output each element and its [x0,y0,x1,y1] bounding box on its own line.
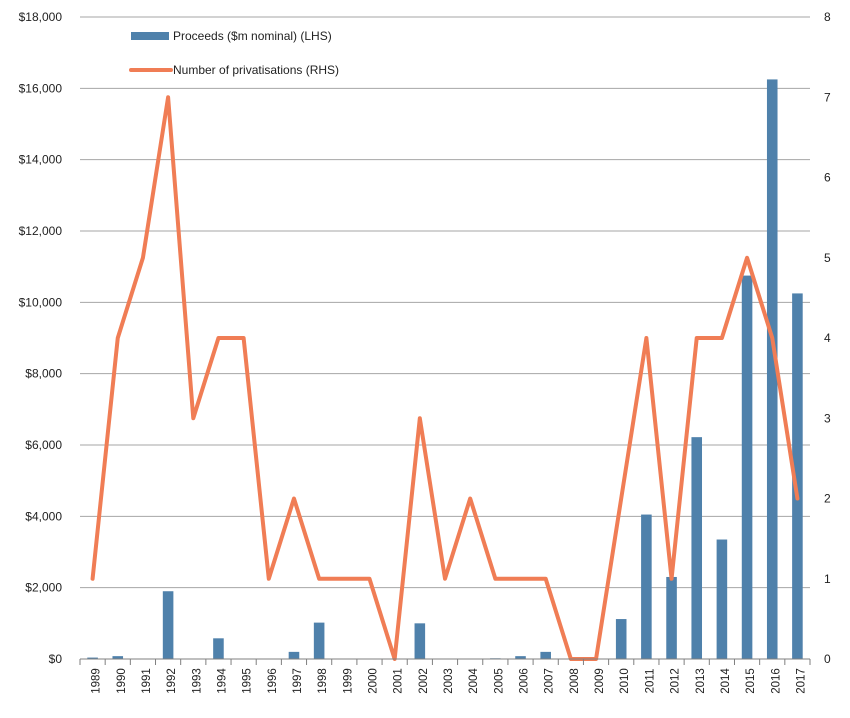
x-axis-tick-label: 2011 [644,669,656,694]
x-axis-tick-label: 1997 [292,668,304,694]
proceeds-bar [414,623,426,659]
proceeds-bar [792,293,803,659]
legend-label-bar: Proceeds ($m nominal) (LHS) [173,29,332,43]
proceeds-bar [766,79,778,659]
x-axis-tick-label: 1998 [317,668,329,694]
x-axis-tick-label: 2015 [745,668,757,694]
x-axis-tick-label: 2009 [594,668,606,694]
proceeds-bar [540,651,551,659]
proceeds-bar [213,638,224,659]
x-axis-tick-label: 1990 [116,668,128,694]
x-axis-tick-label: 1996 [267,668,279,694]
proceeds-bar [112,656,124,659]
right-axis-tick-label: 3 [824,411,831,425]
proceeds-bar [162,591,174,659]
proceeds-bar [741,275,753,659]
left-axis-tick-label: $16,000 [19,81,63,95]
line-series [90,95,800,661]
right-axis-tick-label: 7 [824,90,831,104]
proceeds-bar [691,437,703,659]
x-axis-tick-label: 2014 [720,668,732,694]
privatisations-line [90,95,800,661]
left-axis-tick-label: $8,000 [25,367,62,381]
proceeds-bar [313,622,325,659]
right-axis-tick-label: 2 [824,492,831,506]
x-axis-tick-label: 1995 [242,668,254,694]
x-axis-tick-label: 2003 [443,668,455,694]
left-axis-tick-label: $10,000 [19,295,63,309]
left-axis-tick-label: $0 [49,652,63,666]
x-axis-tick-label: 2016 [770,668,782,694]
x-axis-tick-label: 1989 [91,668,103,694]
x-axis-tick-label: 2007 [544,668,556,694]
proceeds-bar [87,657,98,659]
legend-label-line: Number of privatisations (RHS) [173,63,339,77]
legend: Proceeds ($m nominal) (LHS) Number of pr… [129,29,339,77]
proceeds-bar [716,539,728,659]
x-axis-tick-label: 2000 [368,668,380,694]
x-axis-tick-label: 2004 [468,668,480,694]
x-axis-tick-label: 2006 [519,668,531,694]
proceeds-bar [288,651,300,659]
x-axis-tick-label: 2008 [569,668,581,694]
right-axis-tick-label: 1 [824,572,831,586]
right-axis-tick-label: 8 [824,10,831,24]
x-axis-tick-label: 2001 [393,668,405,694]
left-axis-tick-label: $2,000 [25,581,62,595]
x-axis-tick-label: 1992 [166,668,178,694]
x-axis-tick-label: 1991 [141,668,153,694]
right-axis-tick-label: 4 [824,331,831,345]
x-axis-tick-label: 2013 [695,668,707,694]
x-axis-tick-label: 1993 [191,668,203,694]
proceeds-bar [641,514,652,659]
x-axis-tick-label: 1999 [342,668,354,694]
legend-swatch-bar [131,32,169,40]
right-axis-tick-label: 5 [824,251,831,265]
right-axis-tick-label: 6 [824,171,831,185]
left-axis-tick-label: $12,000 [19,224,63,238]
right-axis-tick-label: 0 [824,652,831,666]
x-axis-tick-label: 2017 [795,668,807,694]
x-axis-tick-label: 2012 [670,668,682,694]
gridlines [80,16,810,660]
x-axis-tick-label: 2005 [493,668,505,694]
proceeds-bar [615,619,627,659]
left-axis-tick-label: $14,000 [19,153,63,167]
left-axis-tick-label: $18,000 [19,10,63,24]
axes: $0 $2,000 $4,000 $6,000 $8,000 $10,000 $12,000… [19,10,831,694]
proceeds-bar [666,576,677,659]
x-axis-tick-label: 1994 [216,668,228,694]
left-axis-tick-label: $6,000 [25,438,62,452]
left-axis-tick-label: $4,000 [25,509,62,523]
x-axis-tick-label: 2002 [418,668,430,694]
x-axis-tick-label: 2010 [619,668,631,694]
proceeds-bar [515,656,526,659]
